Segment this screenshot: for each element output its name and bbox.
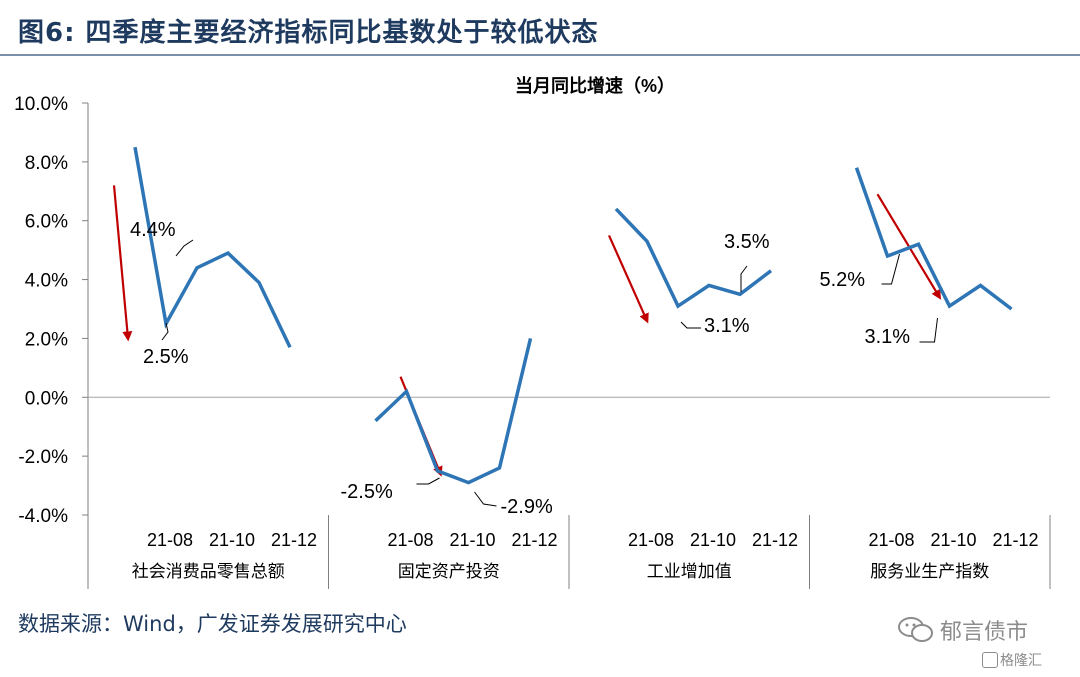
x-tick-label: 21-08 <box>868 530 914 550</box>
y-tick-label: 10.0% <box>14 94 68 115</box>
watermark: 郁言债市 格隆汇 <box>890 614 1070 674</box>
x-tick-label: 21-08 <box>147 530 193 550</box>
leader-line <box>680 321 701 329</box>
y-tick-label: 0.0% <box>25 388 68 409</box>
watermark-name: 郁言债市 <box>940 620 1029 645</box>
axes: 10.0% 8.0% 6.0% 4.0% 2.0% 0.0% -2.0% -4.0% 21-08… <box>14 94 1051 589</box>
series-lines <box>133 146 1013 485</box>
category-label: 固定资产投资 <box>398 562 500 581</box>
y-tick-label: -4.0% <box>18 506 68 527</box>
x-tick-label: 21-08 <box>387 530 433 550</box>
wechat-icon <box>898 617 933 642</box>
trend-arrow <box>607 234 649 324</box>
y-tick-label: 4.0% <box>25 271 68 292</box>
series-line-1 <box>133 146 292 349</box>
data-label: 2.5% <box>143 346 189 368</box>
x-tick-label: 21-12 <box>992 530 1038 550</box>
series-line-4 <box>854 167 1013 311</box>
y-tick-label: 6.0% <box>25 212 68 233</box>
chart-area: 当月同比增速（%） 10.0% 8.0% 6.0% 4.0% 2.0% 0.0% -2.0%… <box>0 60 1080 600</box>
figure-title: 图6: 四季度主要经济指标同比基数处于较低状态 <box>18 18 599 48</box>
leader-line <box>919 317 938 343</box>
leader-line <box>881 253 900 285</box>
x-tick-label: 21-12 <box>271 530 317 550</box>
series-line-3 <box>614 207 773 309</box>
y-tick-label: 2.0% <box>25 329 68 350</box>
x-tick-label: 21-10 <box>449 530 495 550</box>
source-note: 数据来源：Wind，广发证券发展研究中心 <box>18 612 407 636</box>
figure-header: 图6: 四季度主要经济指标同比基数处于较低状态 <box>0 0 1080 62</box>
category-label: 服务业生产指数 <box>870 562 989 581</box>
data-label: 5.2% <box>820 269 866 291</box>
category-label: 工业增加值 <box>647 562 732 581</box>
x-tick-label: 21-10 <box>690 530 736 550</box>
title-divider <box>0 54 1080 56</box>
leader-line <box>474 491 497 507</box>
trend-arrow <box>112 185 133 342</box>
data-label: -2.5% <box>341 481 393 503</box>
data-label: 3.1% <box>865 326 911 348</box>
data-annotations: 4.4% 2.5% -2.5% -2.9% 3.5% 3.1% 5.2% 3.1% <box>130 219 938 518</box>
x-tick-label: 21-12 <box>511 530 557 550</box>
x-tick-label: 21-10 <box>930 530 976 550</box>
leader-line <box>416 477 440 485</box>
category-label: 社会消费品零售总额 <box>132 562 285 581</box>
gelonghui-logo-icon <box>982 652 998 668</box>
y-tick-label: 8.0% <box>25 153 68 174</box>
chart-subtitle: 当月同比增速（%） <box>515 75 675 96</box>
series-line-2 <box>374 338 533 485</box>
data-label: -2.9% <box>501 496 553 518</box>
leader-line <box>175 239 194 257</box>
y-tick-label: -2.0% <box>18 447 68 468</box>
leader-line <box>161 322 169 341</box>
data-label: 3.5% <box>724 231 770 253</box>
x-tick-label: 21-10 <box>209 530 255 550</box>
x-tick-label: 21-08 <box>628 530 674 550</box>
leader-line <box>740 265 748 292</box>
line-chart: 当月同比增速（%） 10.0% 8.0% 6.0% 4.0% 2.0% 0.0% -2.0%… <box>14 75 1051 589</box>
data-label: 4.4% <box>130 219 176 241</box>
trend-arrows <box>112 185 942 477</box>
x-tick-label: 21-12 <box>752 530 798 550</box>
watermark-sub: 格隆汇 <box>1000 653 1042 669</box>
data-label: 3.1% <box>704 315 750 337</box>
trend-arrow <box>876 193 942 300</box>
